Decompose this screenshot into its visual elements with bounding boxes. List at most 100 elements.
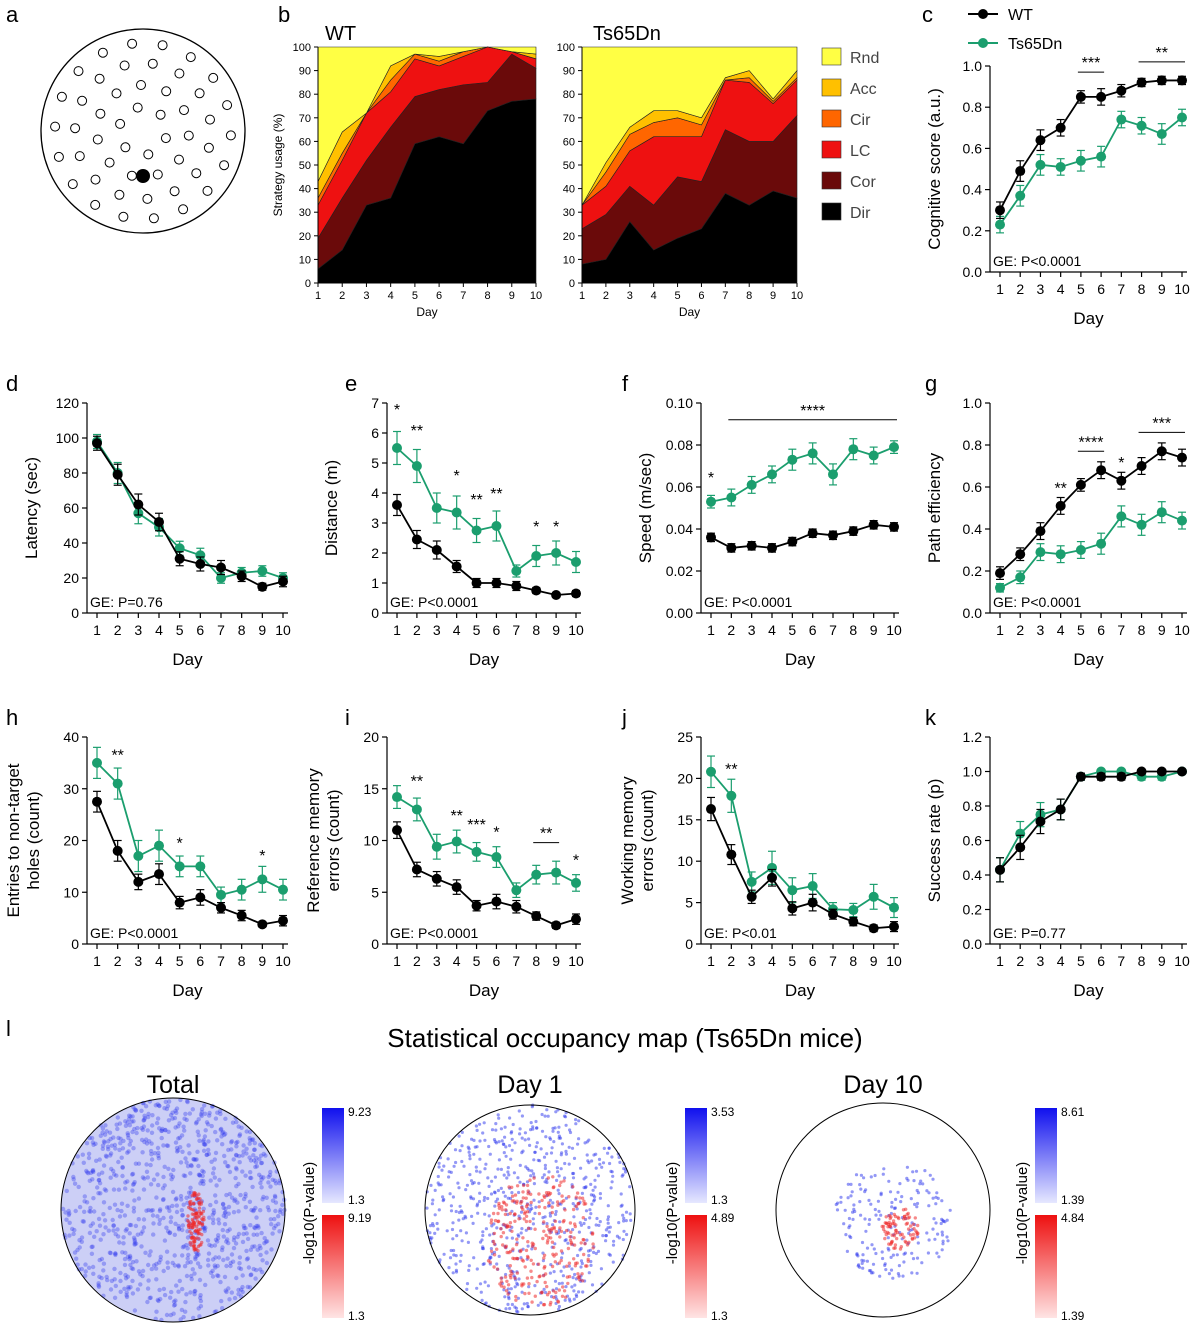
occupancy-dot-blue [174, 1209, 180, 1215]
data-point [531, 585, 542, 596]
data-point [1136, 766, 1147, 777]
occupancy-dot-blue [247, 1199, 253, 1205]
data-point [1015, 166, 1026, 177]
data-point [726, 790, 737, 801]
occupancy-dot-blue [101, 1268, 106, 1273]
occupancy-dot-red [547, 1201, 551, 1205]
occupancy-dot-blue [131, 1235, 137, 1241]
occupancy-dot-blue [531, 1217, 535, 1221]
occupancy-dot-blue [495, 1197, 500, 1201]
strategy-ylabel: Strategy usage (%) [271, 114, 285, 217]
occupancy-dot-blue [600, 1282, 604, 1286]
x-tick-label: 10 [1174, 281, 1190, 297]
y-tick-label: 0 [569, 278, 575, 290]
occupancy-dot-blue [869, 1202, 873, 1206]
occupancy-dot-blue [168, 1219, 173, 1225]
occupancy-dot-blue [120, 1164, 125, 1170]
occupancy-dot-blue [194, 1120, 199, 1125]
occupancy-dot-blue [172, 1302, 178, 1308]
occupancy-dot-blue [179, 1197, 184, 1202]
occupancy-dot-red [892, 1234, 897, 1238]
data-point [1075, 545, 1086, 555]
occupancy-dot-blue [430, 1236, 434, 1240]
occupancy-dot-blue [469, 1195, 473, 1199]
x-tick-label: 6 [196, 953, 204, 969]
occupancy-dot-red [543, 1205, 547, 1210]
occupancy-dot-red [566, 1281, 570, 1286]
data-point [174, 861, 185, 872]
occupancy-dot-blue [222, 1132, 227, 1138]
occupancy-dot-blue [108, 1136, 113, 1142]
occupancy-dot-red [887, 1213, 892, 1218]
x-tick-label: 3 [1037, 281, 1045, 297]
occupancy-dot-blue [497, 1158, 501, 1162]
occupancy-dot-red [906, 1227, 911, 1231]
occupancy-dot-blue [502, 1151, 506, 1155]
occupancy-dot-blue [227, 1297, 232, 1302]
x-axis-label: Day [679, 305, 700, 319]
occupancy-dot-blue [186, 1190, 192, 1195]
occupancy-dot-blue [191, 1315, 196, 1321]
occupancy-dot-blue [185, 1260, 190, 1265]
occupancy-dot-red [191, 1202, 196, 1206]
occupancy-dot-blue [201, 1169, 206, 1175]
occupancy-dot-red [909, 1224, 913, 1228]
occupancy-dot-blue [120, 1165, 125, 1170]
y-tick-label: 30 [299, 207, 311, 219]
occupancy-dot-blue [115, 1115, 121, 1120]
occupancy-dot-blue [887, 1179, 891, 1183]
occupancy-dot-red [526, 1226, 531, 1231]
occupancy-dot-blue [510, 1137, 514, 1141]
occupancy-dot-red [527, 1291, 531, 1296]
occupancy-dot-blue [121, 1241, 126, 1246]
occupancy-dot-red [582, 1199, 586, 1203]
occupancy-dot-blue [259, 1230, 264, 1236]
occupancy-dot-blue [130, 1278, 135, 1284]
data-point [1096, 91, 1107, 102]
occupancy-dot-blue [256, 1225, 261, 1230]
occupancy-dot-blue [72, 1181, 78, 1186]
occupancy-dot-blue [75, 1262, 80, 1267]
occupancy-dot-blue [101, 1139, 107, 1144]
x-tick-label: 7 [217, 622, 225, 638]
occupancy-dot-blue [554, 1159, 558, 1163]
x-tick-label: 7 [512, 953, 520, 969]
occupancy-dot-blue [554, 1209, 558, 1214]
maze-hole [174, 154, 184, 165]
occupancy-dot-blue [236, 1209, 241, 1214]
occupancy-dot-blue [172, 1232, 177, 1238]
occupancy-dot-blue [533, 1211, 537, 1215]
x-axis-label: Day [469, 650, 500, 669]
data-point [787, 885, 798, 896]
x-tick-label: 2 [1016, 281, 1024, 297]
occupancy-dot-blue [167, 1208, 172, 1214]
occupancy-dot-blue [617, 1236, 621, 1240]
occupancy-dot-blue [577, 1290, 581, 1294]
occupancy-dot-blue [253, 1160, 259, 1165]
panel-letter-c: c [922, 2, 933, 27]
occupancy-dot-blue [254, 1215, 259, 1220]
occupancy-dot-blue [553, 1279, 558, 1283]
occupancy-dot-blue [931, 1227, 935, 1231]
occupancy-dot-blue [237, 1255, 243, 1260]
occupancy-dot-blue [860, 1261, 864, 1265]
occupancy-dot-blue [112, 1295, 118, 1301]
occupancy-dot-blue [113, 1232, 118, 1237]
occupancy-dot-blue [225, 1237, 230, 1242]
occupancy-dot-blue [213, 1129, 218, 1135]
significance-mark: ** [411, 423, 423, 440]
occupancy-dot-red [199, 1211, 203, 1216]
occupancy-dot-blue [602, 1146, 606, 1150]
occupancy-dot-blue [531, 1172, 536, 1176]
occupancy-dot-blue [271, 1226, 277, 1231]
occupancy-dot-blue [579, 1259, 584, 1263]
data-point [1177, 75, 1187, 86]
x-tick-label: 7 [1117, 622, 1125, 638]
data-point [174, 553, 185, 564]
occupancy-dot-blue [163, 1099, 168, 1105]
occupancy-dot-blue [202, 1226, 207, 1232]
y-tick-label: 0.4 [963, 867, 983, 883]
occupancy-dot-blue [557, 1174, 561, 1178]
occupancy-dot-red [582, 1252, 586, 1257]
series-line [710, 771, 895, 911]
